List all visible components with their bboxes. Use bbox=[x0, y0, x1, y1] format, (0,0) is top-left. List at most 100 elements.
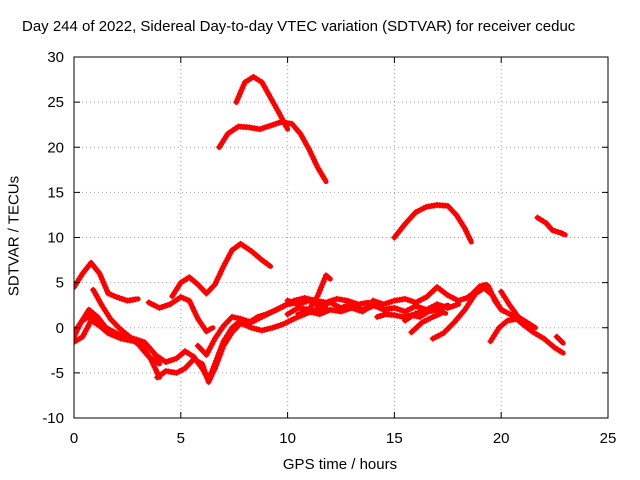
series-arc-24 bbox=[534, 214, 568, 238]
data-point bbox=[315, 290, 322, 297]
data-point bbox=[318, 284, 325, 291]
data-point bbox=[319, 281, 326, 288]
data-point bbox=[238, 87, 245, 94]
y-tick-label: 25 bbox=[47, 94, 64, 111]
data-point bbox=[476, 286, 483, 293]
x-tick-label: 15 bbox=[386, 430, 403, 447]
series-arc-23 bbox=[391, 202, 474, 245]
data-point bbox=[496, 304, 503, 311]
series-arc-21 bbox=[498, 288, 530, 325]
data-point bbox=[110, 292, 117, 299]
data-point bbox=[97, 273, 104, 280]
data-point bbox=[110, 331, 117, 338]
data-point bbox=[177, 294, 184, 301]
series-arc-06 bbox=[145, 294, 216, 335]
data-point bbox=[529, 322, 536, 329]
data-point bbox=[442, 303, 449, 310]
data-point bbox=[435, 311, 442, 318]
x-tick-label: 0 bbox=[70, 430, 78, 447]
data-point bbox=[200, 363, 207, 370]
data-point bbox=[557, 348, 564, 355]
data-point bbox=[374, 313, 381, 320]
data-point bbox=[240, 82, 247, 89]
axis-ticks: 0 5 10 15 20 25 -10 -5 0 5 10 15 20 25 30 bbox=[42, 49, 616, 447]
data-point bbox=[199, 360, 206, 367]
data-point bbox=[560, 230, 567, 237]
series-arc-01 bbox=[74, 259, 141, 304]
data-point bbox=[153, 359, 160, 366]
data-point bbox=[552, 228, 559, 235]
data-point bbox=[105, 290, 112, 297]
data-point bbox=[201, 366, 208, 373]
data-point bbox=[102, 284, 109, 291]
data-point bbox=[101, 281, 108, 288]
grid bbox=[74, 57, 608, 418]
data-point bbox=[217, 351, 224, 358]
y-tick-label: -10 bbox=[42, 410, 64, 427]
x-tick-label: 25 bbox=[600, 430, 617, 447]
data-point bbox=[202, 369, 209, 376]
data-point bbox=[214, 359, 221, 366]
data-point bbox=[132, 296, 139, 303]
data-point bbox=[239, 84, 246, 91]
data-point bbox=[183, 296, 190, 303]
data-point bbox=[321, 275, 328, 282]
data-point bbox=[203, 328, 210, 335]
y-tick-label: 0 bbox=[56, 320, 64, 337]
data-point bbox=[180, 295, 187, 302]
data-point bbox=[234, 96, 241, 103]
chart-title: Day 244 of 2022, Sidereal Day-to-day VTE… bbox=[22, 18, 576, 35]
data-point bbox=[321, 176, 328, 183]
data-point bbox=[233, 99, 240, 106]
data-series bbox=[74, 73, 568, 385]
data-point bbox=[479, 285, 486, 292]
data-point bbox=[555, 229, 562, 236]
data-point bbox=[215, 356, 222, 363]
data-point bbox=[452, 302, 459, 309]
data-point bbox=[216, 354, 223, 361]
data-point bbox=[96, 270, 103, 277]
series-arc-07 bbox=[169, 240, 274, 300]
data-point bbox=[380, 312, 387, 319]
x-tick-label: 5 bbox=[177, 430, 185, 447]
data-point bbox=[219, 345, 226, 352]
series-arc-13 bbox=[284, 297, 376, 313]
series-arc-09 bbox=[154, 305, 329, 385]
data-point bbox=[377, 313, 384, 320]
data-point bbox=[320, 278, 327, 285]
series-arc-26 bbox=[216, 118, 329, 185]
data-point bbox=[108, 291, 115, 298]
data-point bbox=[74, 339, 77, 346]
series-line bbox=[498, 289, 530, 325]
data-point bbox=[549, 227, 556, 234]
data-point bbox=[325, 274, 332, 281]
y-tick-label: 15 bbox=[47, 184, 64, 201]
y-tick-label: 5 bbox=[56, 275, 64, 292]
data-point bbox=[100, 279, 107, 286]
series-arc-04 bbox=[90, 286, 162, 367]
x-tick-label: 10 bbox=[279, 430, 296, 447]
series-arc-17 bbox=[408, 310, 444, 336]
data-point bbox=[99, 276, 106, 283]
data-point bbox=[314, 293, 321, 300]
y-tick-label: 20 bbox=[47, 139, 64, 156]
series-arc-20 bbox=[466, 283, 504, 313]
data-point bbox=[103, 287, 110, 294]
data-point bbox=[236, 90, 243, 97]
data-point bbox=[265, 261, 272, 268]
x-tick-label: 20 bbox=[493, 430, 510, 447]
data-point bbox=[520, 317, 527, 324]
data-point bbox=[218, 348, 225, 355]
data-point bbox=[213, 362, 220, 369]
data-point bbox=[235, 93, 242, 100]
x-axis-label: GPS time / hours bbox=[282, 456, 398, 473]
y-tick-label: 10 bbox=[47, 230, 64, 247]
data-point bbox=[467, 236, 474, 243]
series-arc-16 bbox=[402, 302, 451, 324]
series-arc-22 bbox=[553, 333, 566, 346]
data-point bbox=[367, 303, 374, 310]
data-point bbox=[206, 326, 213, 333]
data-point bbox=[432, 312, 439, 319]
data-point bbox=[211, 365, 218, 372]
